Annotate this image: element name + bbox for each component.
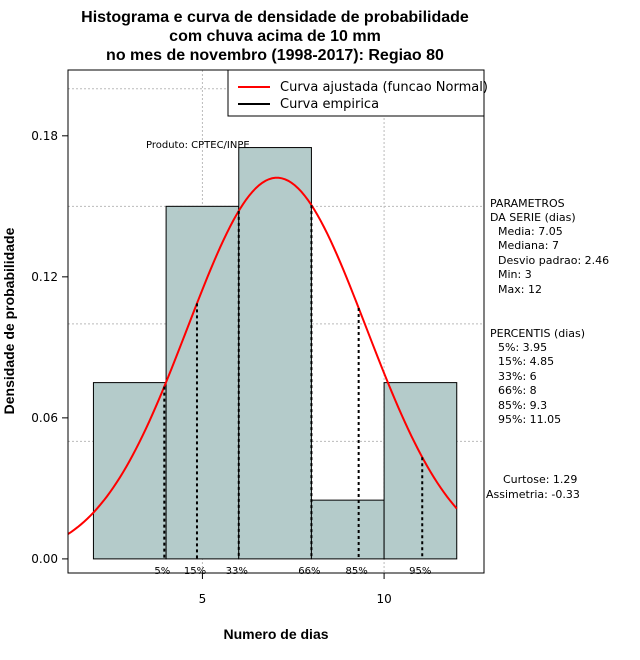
percentil-85: 85%: 9.3 [498,399,547,412]
stat-assimetria: Assimetria: -0.33 [486,488,580,501]
axes: 0.00 0.06 0.12 0.18 5 10 [31,129,391,606]
y-tick-label: 0.18 [31,129,58,143]
histogram-bar [383,382,458,560]
chart-title-line-2: com chuva acima de 10 mm [169,28,381,45]
legend-empirical-label: Curva empirica [280,97,379,112]
percentile-label: 85% [346,566,368,577]
chart-title-line-1: Histograma e curva de densidade de proba… [81,9,469,26]
percentile-label: 15% [184,566,206,577]
parametros-heading: PARAMETROS [490,197,565,210]
x-tick-label: 10 [376,592,391,606]
stat-media: Media: 7.05 [498,225,563,238]
percentile-label: 95% [409,566,431,577]
legend-fitted-label: Curva ajustada (funcao Normal) [280,80,488,95]
histogram-bars [92,147,458,560]
stat-mediana: Mediana: 7 [498,239,559,252]
y-tick-label: 0.00 [31,552,58,566]
percentil-15: 15%: 4.85 [498,355,554,368]
y-axis-title: Densidade de probabilidade [1,227,17,414]
percentile-lines: 5% 15% 33% 66% 85% 95% [154,205,431,577]
percentile-label: 66% [298,566,320,577]
legend-box [227,69,485,117]
percentile-label: 5% [154,566,170,577]
percentil-95: 95%: 11.05 [498,413,561,426]
percentil-33: 33%: 6 [498,370,537,383]
y-tick-label: 0.12 [31,270,58,284]
stat-max: Max: 12 [498,283,542,296]
stat-min: Min: 3 [498,268,532,281]
x-tick-label: 5 [199,592,207,606]
parametros-heading-sub: DA SERIE (dias) [490,211,576,224]
percentile-label: 33% [226,566,248,577]
percentis-heading: PERCENTIS (dias) [490,327,585,340]
histogram-bar [310,499,385,560]
chart-title-line-3: no mes de novembro (1998-2017): Regiao 8… [106,47,444,64]
percentil-5: 5%: 3.95 [498,341,547,354]
stat-curtose: Curtose: 1.29 [503,473,577,486]
histogram-bar [238,147,312,560]
stats-panel: PARAMETROS DA SERIE (dias) Media: 7.05 M… [486,197,609,501]
credit-label: Produto: CPTEC/INPE [146,140,250,151]
legend: Curva ajustada (funcao Normal) Curva emp… [227,69,488,117]
density-curve-layer [67,176,458,535]
percentil-66: 66%: 8 [498,384,537,397]
x-axis-title: Numero de dias [223,626,328,642]
stat-desvio: Desvio padrao: 2.46 [498,254,609,267]
normal-density-curve [67,176,458,535]
y-tick-label: 0.06 [31,411,58,425]
histogram-bar [165,205,240,560]
